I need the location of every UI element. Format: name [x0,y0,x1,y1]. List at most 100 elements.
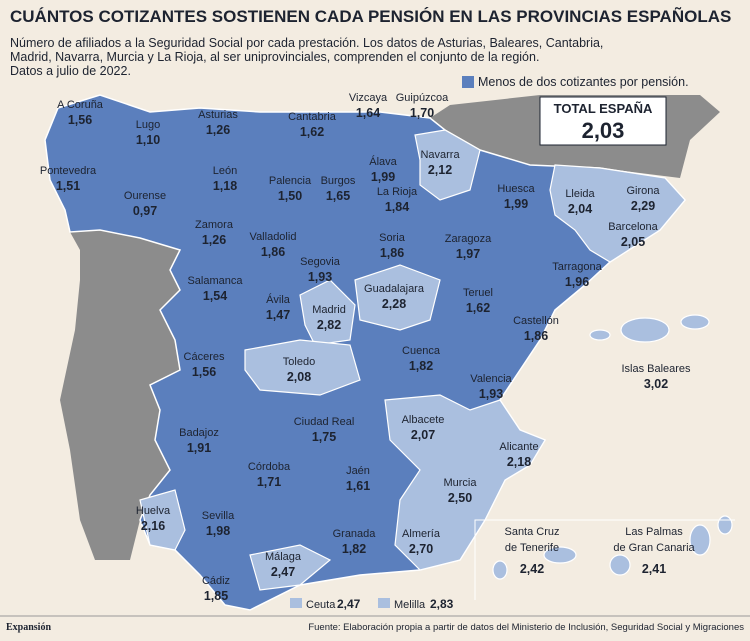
province-value: 1,10 [136,133,160,147]
city-value: 2,47 [337,597,361,611]
province-value: 1,93 [479,387,503,401]
brand: Expansión [6,622,51,633]
province-value: 1,98 [206,524,230,538]
province-value: 3,02 [644,377,668,391]
island [717,515,733,535]
city-name: Melilla [394,599,426,611]
island [680,314,710,330]
legend-swatch [462,76,474,88]
province-name: Palencia [269,175,312,187]
region [244,339,361,396]
province-value: 1,62 [300,125,324,139]
province-value: 1,97 [456,247,480,261]
province-value: 1,99 [371,170,395,184]
province-name: Teruel [463,287,493,299]
province-value: 2,18 [507,455,531,469]
province-name: Ourense [124,190,166,202]
canarias-name: de Tenerife [505,542,559,554]
province-name: Burgos [321,175,356,187]
province-name: Castellón [513,315,559,327]
province-value: 0,97 [133,204,157,218]
region [354,264,441,331]
total-value: 2,03 [582,118,625,143]
province-value: 2,07 [411,428,435,442]
province-value: 2,28 [382,297,406,311]
province-name: Salamanca [187,275,243,287]
region [139,489,186,551]
province-name: Badajoz [179,427,219,439]
province-name: Alicante [499,441,538,453]
province-value: 1,86 [380,246,404,260]
province-value: 1,93 [308,270,332,284]
province-name: Islas Baleares [621,363,691,375]
subtitle: Madrid, Navarra, Murcia y La Rioja, al s… [10,50,539,64]
canarias-name: de Gran Canaria [613,542,695,554]
province-value: 2,47 [271,565,295,579]
province-name: Vizcaya [349,92,388,104]
total-label: TOTAL ESPAÑA [554,101,653,116]
source: Fuente: Elaboración propia a partir de d… [308,622,744,633]
province-value: 1,86 [261,245,285,259]
province-value: 1,56 [68,113,92,127]
province-value: 1,61 [346,479,370,493]
melilla-swatch [378,598,390,608]
province-name: Álava [369,155,397,168]
province-value: 1,64 [356,106,380,120]
province-value: 2,05 [621,235,645,249]
province-name: Murcia [443,477,477,489]
province-value: 2,82 [317,318,341,332]
province-value: 1,91 [187,441,211,455]
province-name: Asturias [198,109,238,121]
region [249,544,332,591]
province-value: 2,04 [568,202,592,216]
province-name: Guadalajara [364,283,425,295]
province-name: Ciudad Real [294,416,355,428]
title: CUÁNTOS COTIZANTES SOSTIENEN CADA PENSIÓ… [10,6,731,26]
subtitle: Datos a julio de 2022. [10,64,131,78]
province-value: 1,82 [409,359,433,373]
province-name: Zamora [195,219,234,231]
province-value: 2,12 [428,163,452,177]
province-name: Jaén [346,465,370,477]
city-value: 2,83 [430,597,454,611]
province-name: Sevilla [202,510,235,522]
province-value: 1,18 [213,179,237,193]
province-name: Cantabria [288,111,337,123]
province-value: 1,47 [266,308,290,322]
province-name: Huelva [136,505,171,517]
province-value: 1,71 [257,475,281,489]
province-value: 1,54 [203,289,227,303]
province-value: 2,08 [287,370,311,384]
province-name: Toledo [283,356,315,368]
province-value: 1,56 [192,365,216,379]
province-name: Guipúzcoa [396,92,449,104]
ceuta-swatch [290,598,302,608]
province-name: Soria [379,232,406,244]
province-name: Valencia [470,373,512,385]
canarias-frame [474,519,735,600]
province-name: Lugo [136,119,160,131]
province-name: León [213,165,237,177]
province-name: Ávila [266,293,291,306]
province-value: 1,75 [312,430,336,444]
province-value: 1,62 [466,301,490,315]
province-value: 1,99 [504,197,528,211]
province-value: 1,26 [202,233,226,247]
province-name: Granada [333,528,377,540]
province-name: Madrid [312,304,346,316]
province-name: Tarragona [552,261,602,273]
province-value: 1,85 [204,589,228,603]
province-value: 2,70 [409,542,433,556]
city-name: Ceuta [306,599,336,611]
island [620,317,670,343]
light-regions [139,129,733,591]
province-value: 1,50 [278,189,302,203]
region [549,164,686,263]
province-value: 1,82 [342,542,366,556]
island [543,546,577,564]
province-name: La Rioja [377,186,418,198]
province-name: Navarra [420,149,460,161]
province-value: 1,84 [385,200,409,214]
canarias-value: 2,42 [520,562,544,576]
